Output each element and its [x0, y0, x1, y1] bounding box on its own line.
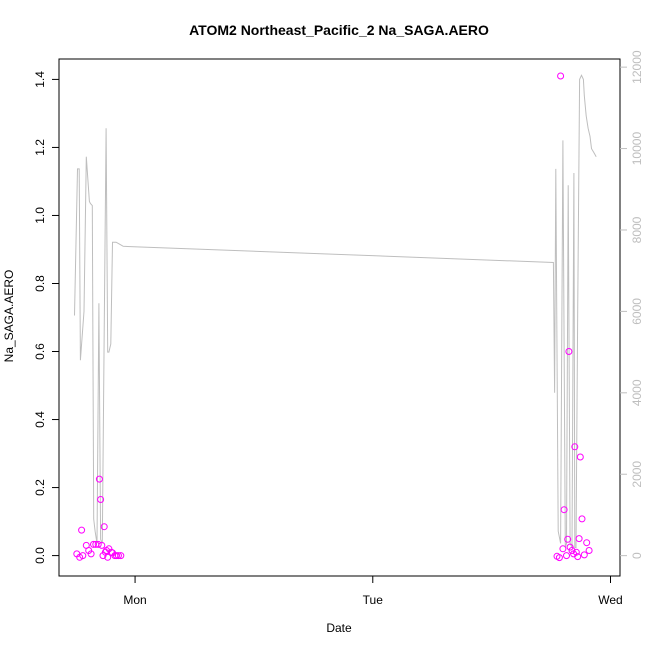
y-tick-label: 0.2: [33, 479, 47, 496]
data-point: [580, 551, 588, 559]
y2-tick-label: 10000: [630, 132, 644, 166]
data-point: [87, 550, 95, 558]
y-axis-left: 0.0 0.2 0.4 0.6 0.8 1.0 1.2 1.4: [33, 71, 59, 564]
data-point: [575, 535, 583, 543]
x-axis: Mon Tue Wed: [123, 576, 623, 607]
data-point: [563, 552, 570, 560]
data-point: [564, 535, 572, 543]
data-point: [576, 453, 584, 461]
altitude-line: [74, 74, 597, 548]
chart-title: ATOM2 Northeast_Pacific_2 Na_SAGA.AERO: [189, 22, 489, 38]
data-point: [100, 523, 108, 531]
x-tick-label: Mon: [123, 593, 146, 607]
y2-tick-label: 2000: [630, 461, 644, 488]
y-tick-label: 0.6: [33, 343, 47, 360]
data-point: [583, 539, 591, 547]
y-axis-right: 0 2000 4000 6000 8000 10000 12000: [620, 50, 644, 559]
x-tick-label: Tue: [363, 593, 384, 607]
data-point: [90, 540, 97, 548]
points-layer: [73, 72, 593, 562]
y2-tick-label: 0: [630, 552, 644, 559]
y2-tick-label: 12000: [630, 50, 644, 84]
data-point: [97, 496, 105, 503]
data-point: [79, 552, 87, 560]
data-point: [78, 526, 86, 534]
y2-tick-label: 8000: [630, 216, 644, 243]
data-point: [95, 475, 103, 483]
data-point: [565, 348, 573, 355]
altitude-line-layer: [74, 74, 597, 548]
data-point: [104, 553, 112, 561]
data-point: [557, 72, 565, 80]
data-point: [555, 554, 563, 562]
data-point: [94, 540, 102, 548]
data-point: [98, 541, 106, 549]
data-point: [117, 552, 125, 560]
data-point: [585, 547, 593, 554]
y-tick-label: 1.4: [33, 71, 47, 88]
y2-tick-label: 4000: [630, 379, 644, 406]
y-tick-label: 1.0: [33, 207, 47, 224]
data-point: [560, 506, 568, 514]
data-point: [568, 547, 576, 554]
plot-frame: [58, 58, 621, 577]
y-tick-label: 0.8: [33, 275, 47, 292]
y-tick-label: 0.0: [33, 547, 47, 564]
data-point: [578, 515, 586, 523]
x-tick-label: Wed: [598, 593, 622, 607]
x-axis-label: Date: [326, 621, 352, 635]
data-point: [571, 443, 579, 451]
y2-tick-label: 6000: [630, 298, 644, 325]
y-axis-label: Na_SAGA.AERO: [2, 270, 16, 363]
data-point: [559, 545, 567, 553]
data-point: [114, 552, 122, 560]
data-point: [113, 552, 120, 560]
data-point: [566, 543, 574, 551]
data-point: [574, 553, 582, 561]
y-tick-label: 1.2: [33, 139, 47, 156]
data-point: [572, 548, 580, 556]
y-tick-label: 0.4: [33, 411, 47, 428]
